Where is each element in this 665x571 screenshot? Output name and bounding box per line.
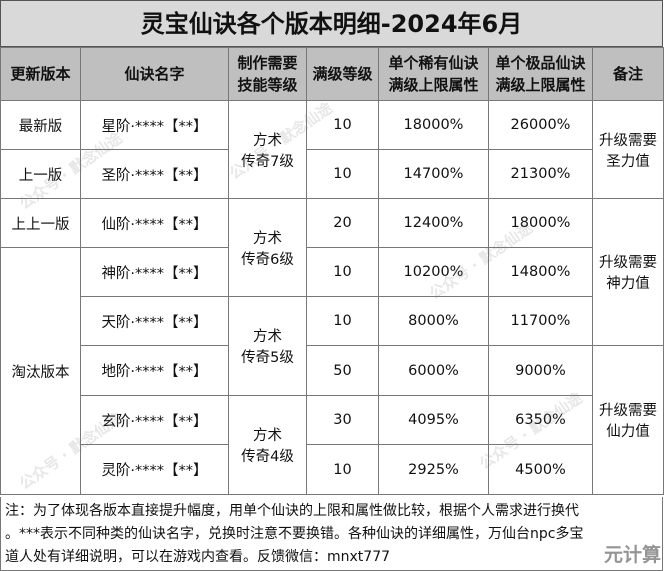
page-title: 灵宝仙诀各个版本明细-2024年6月 — [0, 0, 663, 47]
skill-line1: 方术 — [253, 428, 282, 444]
header-epic: 单个极品仙诀 满级上限属性 — [488, 47, 593, 101]
header-rare-line2: 满级上限属性 — [388, 76, 479, 94]
name-cell: 星阶·****【**】 — [80, 100, 229, 150]
level-cell: 30 — [306, 395, 379, 445]
level-cell: 10 — [306, 296, 379, 346]
remark-line2: 圣力值 — [606, 153, 650, 170]
rare-cell: 2925% — [378, 444, 489, 495]
epic-cell: 21300% — [488, 149, 593, 199]
header-epic-line2: 满级上限属性 — [495, 76, 586, 94]
remark-cell: 升级需要 仙力值 — [592, 345, 664, 495]
epic-cell: 11700% — [488, 296, 593, 346]
footnote-line1: 注：为了体现各版本直接提升幅度，用单个仙诀的上限和属性做比较，根据个人需求进行换… — [5, 503, 579, 519]
skill-line1: 方术 — [253, 329, 282, 345]
epic-cell: 6350% — [488, 395, 593, 445]
header-skill-line1: 制作需要 — [237, 54, 298, 72]
name-cell: 灵阶·****【**】 — [80, 444, 229, 495]
level-cell: 10 — [306, 444, 379, 495]
header-skill: 制作需要 技能等级 — [228, 47, 307, 101]
footnote: 注：为了体现各版本直接提升幅度，用单个仙诀的上限和属性做比较，根据个人需求进行换… — [0, 497, 663, 571]
level-cell: 20 — [306, 198, 379, 248]
header-rare-line1: 单个稀有仙诀 — [388, 54, 479, 72]
level-cell: 10 — [306, 149, 379, 199]
name-cell: 仙阶·****【**】 — [80, 198, 229, 248]
epic-cell: 9000% — [488, 345, 593, 396]
rare-cell: 6000% — [378, 345, 489, 396]
header-rare: 单个稀有仙诀 满级上限属性 — [378, 47, 489, 101]
table-row: 地阶·****【**】 50 6000% 9000% 升级需要 仙力值 — [1, 345, 664, 495]
level-cell: 10 — [306, 100, 379, 150]
remark-cell: 升级需要 神力值 — [592, 198, 664, 346]
skill-line1: 方术 — [253, 230, 282, 247]
skill-cell: 方术 传奇4级 — [228, 395, 307, 495]
version-cell: 上一版 — [0, 149, 81, 199]
skill-line2: 传奇7级 — [241, 153, 294, 170]
header-remark: 备注 — [592, 47, 664, 101]
level-cell: 10 — [306, 247, 379, 297]
skill-line1: 方术 — [253, 132, 282, 149]
header-name: 仙诀名字 — [80, 47, 229, 101]
footnote-line2: 。***表示不同种类的仙诀名字，兑换时注意不要换错。各种仙诀的详细属性，万仙台n… — [5, 526, 584, 542]
epic-cell: 4500% — [488, 444, 593, 495]
version-cell: 最新版 — [0, 100, 81, 150]
skill-cell: 方术 传奇7级 — [228, 100, 307, 199]
rare-cell: 8000% — [378, 296, 489, 346]
skill-line2: 传奇6级 — [241, 251, 294, 268]
header-skill-line2: 技能等级 — [237, 76, 298, 94]
epic-cell: 14800% — [488, 247, 593, 297]
version-cell: 淘汰版本 — [0, 247, 81, 495]
footnote-line3: 道人处有详细说明，可以在游戏内查看。反馈微信：mnxt777 — [5, 549, 391, 565]
level-cell: 50 — [306, 345, 379, 396]
name-cell: 地阶·****【**】 — [80, 345, 229, 396]
skill-line2: 传奇4级 — [241, 449, 294, 465]
table-row: 灵阶·****【**】 10 2925% 4500% — [1, 444, 664, 495]
name-cell: 圣阶·****【**】 — [80, 149, 229, 199]
rare-cell: 4095% — [378, 395, 489, 445]
skill-cell: 方术 传奇5级 — [228, 296, 307, 396]
rare-cell: 10200% — [378, 247, 489, 297]
name-cell: 天阶·****【**】 — [80, 296, 229, 346]
header-version: 更新版本 — [0, 47, 81, 101]
table-row: 上上一版 仙阶·****【**】 方术 传奇6级 20 12400% 18000… — [0, 198, 664, 346]
table-row: 最新版 星阶·****【**】 方术 传奇7级 10 18000% 26000%… — [0, 100, 664, 199]
header-epic-line1: 单个极品仙诀 — [495, 54, 586, 72]
table-row: 玄阶·****【**】 方术 传奇4级 30 4095% 6350% — [1, 395, 664, 495]
name-cell: 玄阶·****【**】 — [80, 395, 229, 445]
remark-line1: 升级需要 — [599, 403, 657, 419]
remark-line1: 升级需要 — [599, 132, 657, 149]
rare-cell: 12400% — [378, 198, 489, 248]
epic-cell: 18000% — [488, 198, 593, 248]
version-cell: 上上一版 — [0, 198, 81, 248]
table-row: 天阶·****【**】 方术 传奇5级 10 8000% 11700% — [1, 296, 664, 396]
table-row: 淘汰版本 神阶·****【**】 10 10200% 14800% — [0, 247, 664, 495]
remark-line2: 仙力值 — [606, 424, 650, 440]
remark-line1: 升级需要 — [599, 255, 657, 271]
table-row: 上一版 圣阶·****【**】 10 14700% 21300% — [0, 149, 664, 199]
header-max-level: 满级等级 — [306, 47, 379, 101]
version-table: 更新版本 仙诀名字 制作需要 技能等级 满级等级 单个稀有仙诀 满级上限属性 单… — [0, 47, 664, 495]
remark-line2: 神力值 — [606, 276, 650, 292]
remark-cell: 升级需要 圣力值 — [592, 100, 664, 199]
skill-line2: 传奇5级 — [241, 350, 294, 366]
name-cell: 神阶·****【**】 — [80, 247, 229, 297]
header-row: 更新版本 仙诀名字 制作需要 技能等级 满级等级 单个稀有仙诀 满级上限属性 单… — [0, 47, 664, 101]
skill-cell: 方术 传奇6级 — [228, 198, 307, 297]
rare-cell: 18000% — [378, 100, 489, 150]
epic-cell: 26000% — [488, 100, 593, 150]
rare-cell: 14700% — [378, 149, 489, 199]
